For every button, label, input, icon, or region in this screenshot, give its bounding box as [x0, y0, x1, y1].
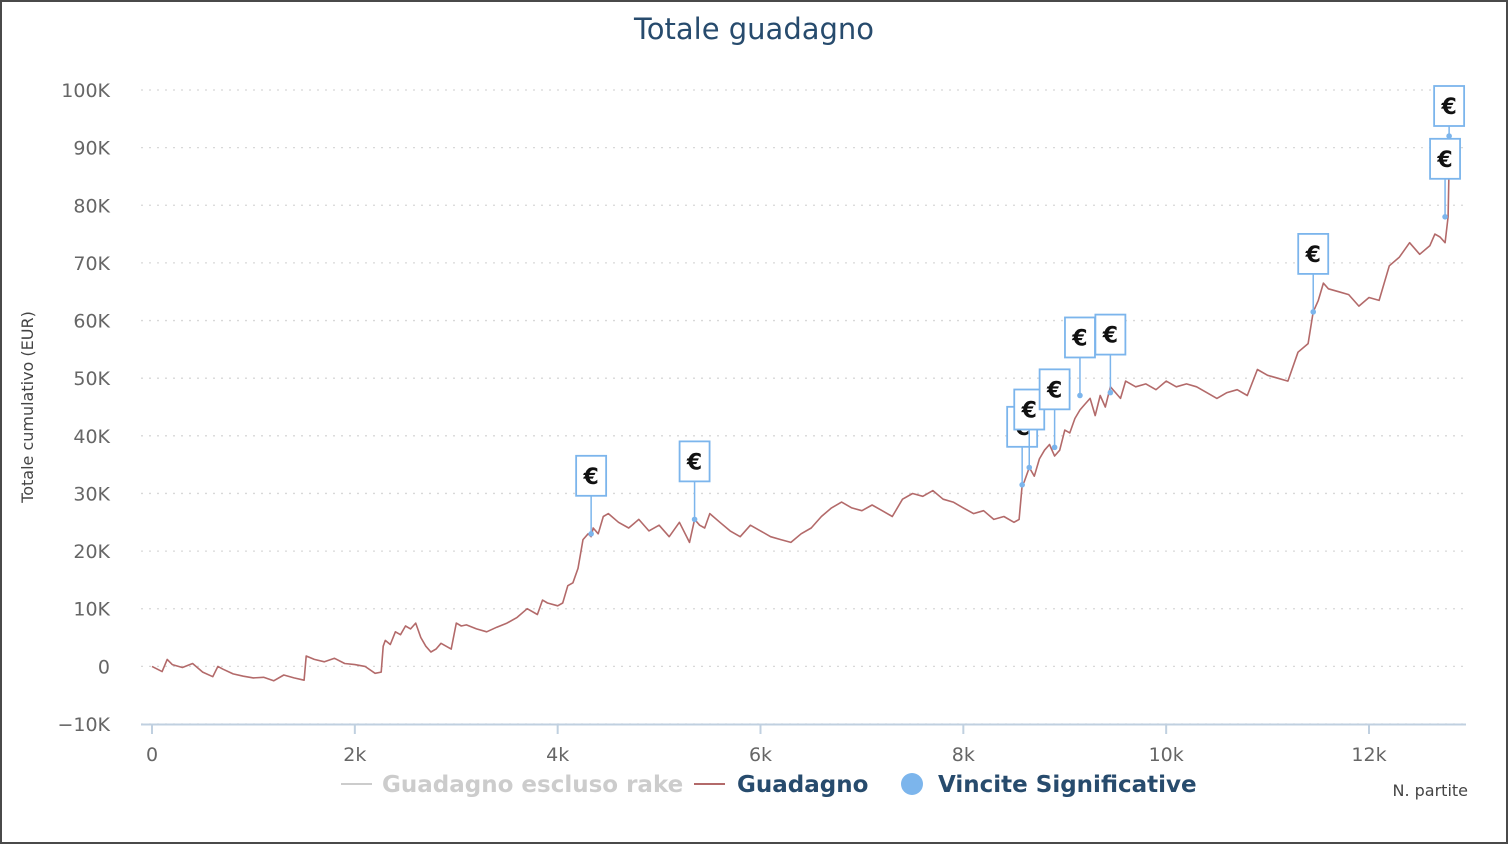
significant-win-point [1442, 214, 1448, 220]
x-tick-label: 10k [1149, 744, 1184, 766]
legend-item-vincite-significative[interactable]: Vincite Significative [901, 772, 1197, 798]
x-tick-label: 2k [343, 744, 366, 766]
significant-win-flag: € [1433, 85, 1466, 139]
flag-box [1038, 368, 1071, 411]
flag-euro-label: € [686, 450, 702, 475]
flag-box [1433, 85, 1466, 127]
significant-win-point [1026, 464, 1033, 471]
series-line-guadagno [151, 136, 1451, 682]
significant-win-flag: € [1064, 316, 1096, 399]
significant-win-flag: € [1297, 232, 1330, 315]
flag-euro-label: € [582, 465, 598, 490]
flag-euro-label: € [1071, 326, 1087, 351]
y-tick-label: 60K [73, 311, 110, 333]
grid-lines [141, 89, 1466, 725]
flag-euro-label: € [1440, 95, 1456, 120]
series-layer [151, 136, 1451, 682]
x-tick-label: 0 [146, 744, 158, 766]
legend-item-guadagno[interactable]: Guadagno [694, 772, 868, 798]
significant-win-point [1107, 389, 1114, 396]
flag-box [1429, 137, 1461, 180]
x-axis-title: N. partite [1392, 781, 1468, 800]
legend-label-guadagno-escluso-rake: Guadagno escluso rake [382, 772, 683, 798]
y-tick-label: 70K [73, 253, 110, 275]
legend-item-guadagno-escluso-rake[interactable]: Guadagno escluso rake [341, 772, 683, 798]
x-tick-label: 4k [546, 744, 569, 766]
legend-symbol-vincite-significative [901, 773, 923, 795]
flag-euro-label: € [1021, 399, 1037, 424]
legend-label-vincite-significative: Vincite Significative [938, 772, 1197, 798]
significant-win-flag: € [1038, 368, 1071, 451]
significant-win-point [1077, 392, 1083, 399]
y-tick-label: 30K [73, 483, 110, 505]
y-tick-label: 40K [73, 426, 110, 448]
x-axis: 0 2k 4k 6k 8k 10k 12k [141, 723, 1466, 766]
significant-win-flag: € [678, 440, 711, 523]
significant-win-flag: € [575, 454, 608, 537]
x-tick-label: 12k [1351, 744, 1386, 766]
significant-wins-layer: €€€€€€€€€€ [575, 85, 1466, 537]
flag-box [1094, 313, 1127, 356]
significant-win-flag: € [1429, 137, 1461, 220]
y-axis-title: Totale cumulativo (EUR) [18, 311, 37, 504]
flag-euro-label: € [1436, 148, 1452, 173]
legend: Guadagno escluso rake Guadagno Vincite S… [341, 772, 1197, 798]
x-tick-label: 6k [749, 744, 772, 766]
flag-box [575, 454, 608, 497]
significant-win-point [691, 516, 698, 523]
significant-win-point [1446, 133, 1452, 139]
y-tick-label: 10K [73, 599, 110, 621]
legend-label-guadagno: Guadagno [737, 772, 868, 798]
y-tick-label: 90K [73, 138, 110, 160]
y-tick-label: −10K [57, 714, 110, 736]
chart-title: Totale guadagno [633, 12, 875, 46]
y-tick-label: 100K [61, 80, 110, 102]
significant-win-point [1310, 309, 1317, 315]
y-tick-label: 20K [73, 541, 110, 563]
significant-win-point [1051, 444, 1058, 451]
flag-euro-label: € [1102, 324, 1118, 349]
significant-win-point [588, 531, 594, 537]
y-tick-label: 0 [98, 656, 110, 678]
x-tick-label: 8k [952, 744, 975, 766]
flag-euro-label: € [1046, 378, 1062, 403]
significant-win-point [1019, 482, 1025, 488]
flag-box [1297, 232, 1330, 275]
y-tick-label: 80K [73, 195, 110, 217]
y-axis-ticks: −10K 0 10K 20K 30K 40K 50K 60K 70K 80K 90K 100K [57, 80, 110, 736]
flag-euro-label: € [1305, 243, 1321, 268]
y-tick-label: 50K [73, 368, 110, 390]
flag-box [678, 440, 711, 483]
significant-win-flag: € [1094, 313, 1127, 396]
